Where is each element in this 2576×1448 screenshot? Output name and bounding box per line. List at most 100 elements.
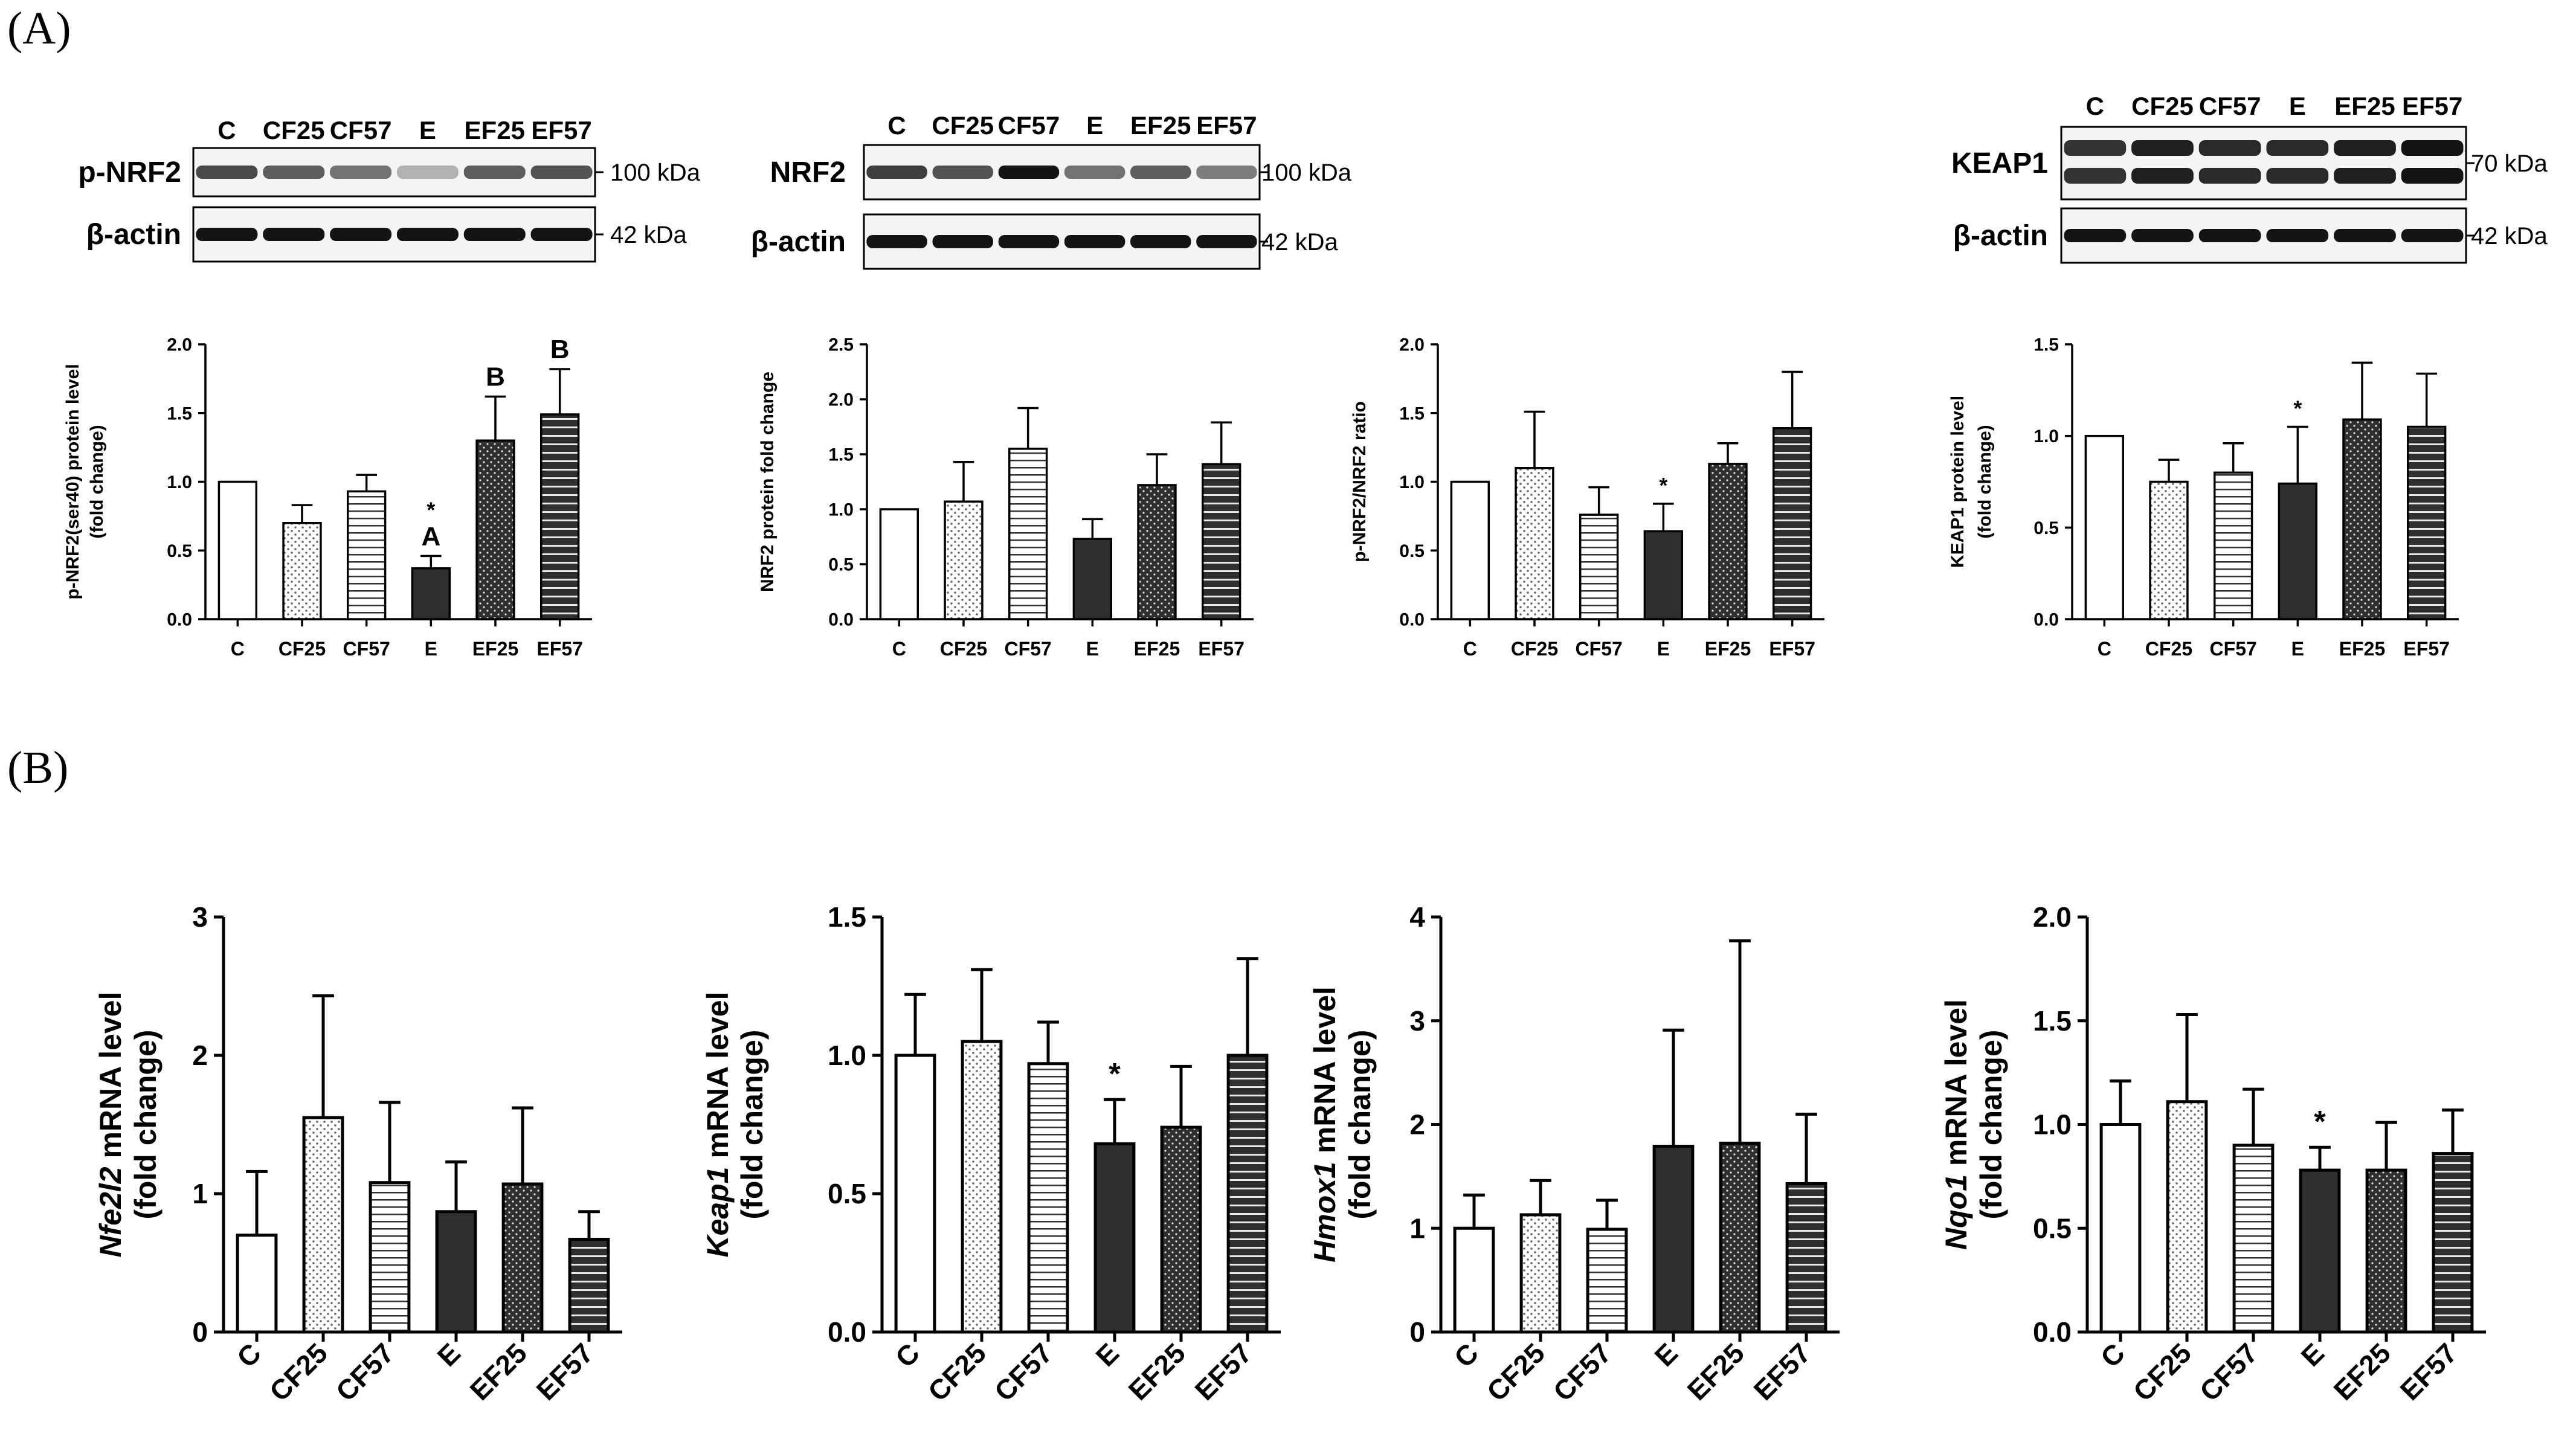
blot-band: [2266, 229, 2329, 242]
bar: [539, 413, 580, 620]
x-tick-label: C: [231, 1337, 267, 1373]
y-axis-label: p-NRF2/NRF2 ratio: [1350, 401, 1370, 562]
y-tick-label: 1.0: [2033, 426, 2059, 446]
bar: [2166, 1100, 2208, 1334]
bar: [2084, 434, 2125, 620]
x-tick-label: C: [231, 638, 245, 660]
blot-band: [2131, 140, 2194, 156]
x-tick-label: EF57: [536, 638, 582, 660]
x-tick-label: CF25: [2127, 1337, 2197, 1407]
bar: [1201, 463, 1241, 620]
blot-band: [396, 228, 459, 241]
blot-band: [530, 166, 593, 179]
y-axis-label-2: (fold change): [1343, 1030, 1377, 1220]
y-tick-label: 0: [192, 1316, 208, 1348]
significance-star: *: [1659, 473, 1667, 498]
blot-band: [396, 166, 459, 179]
y-tick-label: 0.5: [1399, 541, 1425, 561]
x-tick-label: CF25: [279, 638, 326, 660]
x-tick-label: E: [1657, 638, 1670, 660]
y-axis-label-rest: mRNA level: [1308, 986, 1342, 1162]
x-tick-label: CF25: [263, 1337, 333, 1407]
bar: [1226, 1054, 1269, 1334]
x-tick-label: CF25: [922, 1337, 992, 1407]
bar: [1586, 1228, 1628, 1334]
y-tick-label: 3: [1409, 1005, 1425, 1037]
x-tick-label: EF25: [472, 638, 518, 660]
y-axis-label: Nfe2l2 mRNA level: [94, 992, 127, 1258]
blot-band: [2401, 229, 2464, 242]
blot-band: [2198, 168, 2261, 184]
x-tick-label: E: [1086, 638, 1099, 660]
x-tick-label: E: [2295, 1337, 2330, 1372]
blot-band: [2131, 229, 2194, 242]
bar: [411, 567, 451, 620]
x-tick-label: EF25: [1681, 1337, 1751, 1406]
y-tick-label: 0.0: [2033, 610, 2059, 630]
western-blot-2: C CF25 CF57 E EF25 EF57 NRF2 100 kDa β-actin 42 k…: [751, 111, 1352, 270]
bar: [1515, 467, 1554, 620]
bar-chart-2: 0.0 0.5 1.0 1.5 2.0 2.5 C CF25 CF57 E EF25 EF57 NRF2…: [758, 335, 1254, 660]
blot-band: [2334, 168, 2396, 184]
bar: [369, 1181, 411, 1334]
blot-lane-label: EF57: [531, 116, 591, 144]
y-axis-label: KEAP1 protein level: [1948, 396, 1968, 568]
bar: [2299, 1168, 2341, 1334]
significance-star: *: [427, 497, 435, 522]
x-tick-label: EF57: [1769, 638, 1815, 660]
bar: [961, 1040, 1003, 1334]
x-tick-label: E: [425, 638, 437, 660]
y-tick-label: 0.0: [167, 610, 192, 630]
x-tick-label: CF57: [1005, 638, 1052, 660]
y-tick-label: 2.5: [828, 335, 854, 355]
y-tick-label: 1.0: [1399, 472, 1425, 492]
x-tick-label: EF25: [1122, 1337, 1192, 1406]
bar: [1652, 1145, 1695, 1334]
significance-letter: B: [486, 362, 505, 391]
x-tick-label: C: [2098, 638, 2111, 660]
blot-band: [2266, 140, 2329, 156]
y-tick-label: 0.0: [2033, 1316, 2072, 1348]
bar: [568, 1238, 610, 1334]
y-tick-label: 4: [1409, 901, 1425, 933]
blot-lane-label: CF57: [2199, 92, 2261, 120]
y-tick-label: 1.0: [167, 472, 192, 492]
y-axis-label: Nqo1 mRNA level: [1939, 999, 1973, 1250]
bar: [475, 439, 515, 620]
bar: [236, 1234, 278, 1334]
y-axis-label: NRF2 protein fold change: [758, 372, 778, 592]
panel-label-b: (B): [7, 742, 69, 793]
bar: [2149, 480, 2189, 620]
blot-kda-label: 100 kDa: [1261, 159, 1352, 186]
bar: [1708, 463, 1748, 620]
blot-band: [2266, 168, 2329, 184]
x-tick-label: CF25: [940, 638, 987, 660]
y-tick-label: 2.0: [1399, 335, 1425, 355]
bar: [2278, 482, 2318, 620]
blot-kda-label: 42 kDa: [610, 222, 687, 248]
bar: [1643, 530, 1684, 620]
blot-band: [1196, 235, 1257, 248]
x-tick-label: E: [1649, 1337, 1684, 1372]
y-tick-label: 0.0: [828, 610, 854, 630]
y-axis-label-gene: Nfe2l2: [94, 1166, 127, 1257]
blot-band: [1130, 235, 1191, 248]
y-tick-label: 2.0: [167, 335, 192, 355]
y-axis-label-gene: Hmox1: [1308, 1162, 1342, 1263]
blot-band: [2334, 229, 2396, 242]
blot-band: [866, 166, 927, 179]
y-tick-label: 2: [1409, 1109, 1425, 1141]
x-tick-label: CF57: [1547, 1337, 1617, 1407]
blot-lane-label: CF25: [932, 111, 994, 140]
blot-lane-label: C: [2086, 92, 2104, 120]
y-tick-label: 0.5: [2033, 518, 2059, 538]
significance-letter: B: [550, 335, 570, 364]
x-tick-label: EF57: [1198, 638, 1244, 660]
blot-lane-label: CF57: [998, 111, 1060, 140]
significance-letter: A: [421, 521, 440, 551]
